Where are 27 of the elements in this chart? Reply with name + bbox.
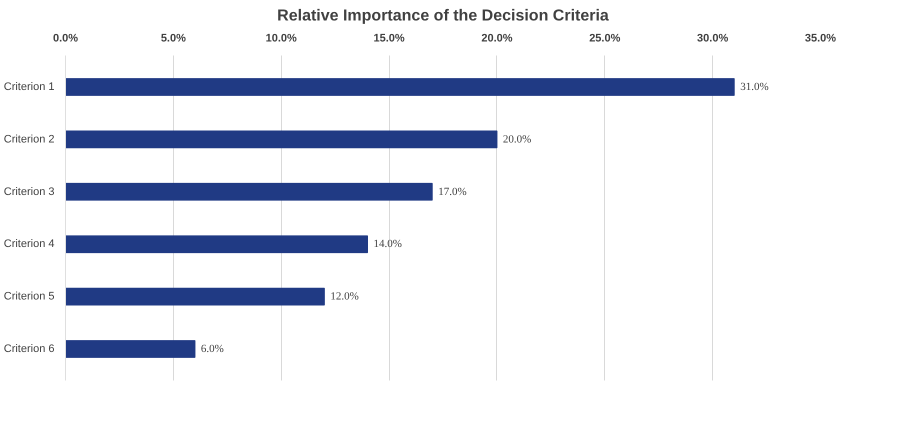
x-tick-label: 0.0% bbox=[52, 32, 78, 44]
x-tick-label: 20.0% bbox=[481, 32, 513, 44]
y-tick-label: Criterion 3 bbox=[4, 186, 55, 198]
data-label: 20.0% bbox=[502, 133, 532, 146]
y-tick-label: Criterion 2 bbox=[4, 133, 55, 146]
data-label: 12.0% bbox=[330, 290, 359, 303]
x-tick-label: 5.0% bbox=[160, 32, 186, 44]
bar bbox=[66, 182, 433, 201]
x-tick-label: 30.0% bbox=[697, 32, 728, 44]
y-tick-label: Criterion 5 bbox=[4, 290, 55, 303]
y-tick-label: Criterion 1 bbox=[4, 80, 55, 93]
x-tick-label: 10.0% bbox=[266, 32, 298, 44]
x-tick-label: 35.0% bbox=[804, 32, 836, 44]
x-tick-label: 15.0% bbox=[373, 32, 405, 44]
bar bbox=[66, 340, 196, 358]
chart-title: Relative Importance of the Decision Criteria bbox=[277, 8, 609, 24]
y-tick-label: Criterion 6 bbox=[4, 343, 55, 356]
y-tick-label: Criterion 4 bbox=[4, 238, 55, 250]
bar bbox=[66, 288, 325, 306]
data-label: 31.0% bbox=[740, 80, 769, 93]
bar bbox=[66, 235, 368, 254]
bar bbox=[66, 130, 498, 148]
data-label: 6.0% bbox=[200, 343, 224, 356]
x-tick-label: 25.0% bbox=[589, 32, 621, 44]
data-label: 14.0% bbox=[374, 238, 402, 250]
data-label: 17.0% bbox=[438, 186, 467, 198]
bar bbox=[66, 78, 735, 96]
